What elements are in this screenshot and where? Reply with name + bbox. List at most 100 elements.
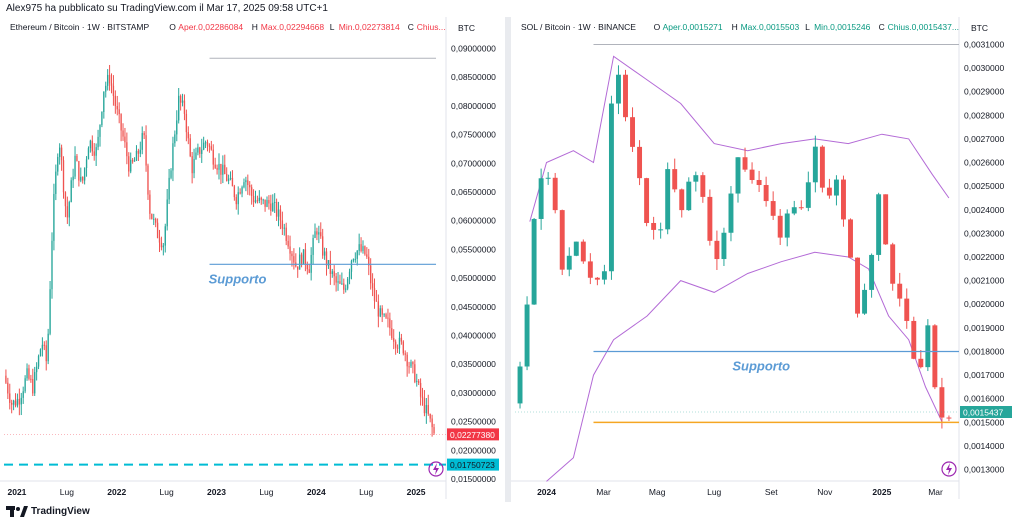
candle-body	[580, 241, 586, 262]
candle-body	[897, 283, 903, 299]
candle-body	[323, 251, 326, 256]
candle-body	[841, 179, 846, 220]
candle-body	[237, 192, 239, 205]
candle-body	[419, 382, 422, 397]
candle-body	[258, 197, 261, 201]
candle-body	[235, 197, 237, 205]
candle-body	[222, 164, 224, 175]
candle-body	[869, 254, 875, 290]
candle-body	[256, 200, 259, 202]
support-label: Supporto	[209, 271, 267, 286]
lightning-icon[interactable]	[941, 461, 957, 477]
y-tick-label: 0,0022000	[964, 252, 1004, 262]
legend-low-label: L	[805, 22, 810, 32]
legend-close-label: C	[879, 22, 885, 32]
candle-body	[208, 145, 211, 147]
chart-title: SOL / Bitcoin · 1W · BINANCE	[521, 22, 636, 32]
lightning-glyph	[946, 463, 952, 475]
candle-body	[66, 206, 69, 218]
candle-body	[34, 372, 36, 394]
candle-body	[559, 210, 565, 270]
candle-body	[126, 142, 128, 157]
y-tick-label: 0,04000000	[451, 330, 496, 340]
candle-body	[93, 151, 95, 156]
candle-body	[370, 265, 372, 284]
lightning-icon[interactable]	[428, 461, 444, 477]
candle-body	[231, 177, 234, 187]
y-tick-label: 0,02000000	[451, 445, 496, 455]
legend-low-value: Min.0,02273814	[339, 22, 400, 32]
candle-body	[64, 192, 67, 207]
x-tick-label: Lug	[259, 487, 273, 497]
candle-body	[124, 136, 126, 143]
candle-body	[325, 251, 328, 266]
candle-body	[274, 201, 276, 203]
candle-body	[172, 143, 174, 171]
x-tick-label: 2024	[307, 487, 326, 497]
currency-label: BTC	[971, 23, 988, 33]
legend-high-value: Max.0,0015503	[741, 22, 800, 32]
candle-body	[170, 170, 172, 178]
candle-body	[721, 232, 727, 260]
sol-btc-chart[interactable]: SOL / Bitcoin · 1W · BINANCE O Aper.0,0015…	[511, 17, 1024, 502]
support-label: Supporto	[732, 358, 790, 373]
lightning-glyph	[433, 463, 439, 475]
candle-body	[114, 95, 117, 107]
candle-body	[630, 117, 635, 147]
candle-body	[187, 132, 189, 139]
y-tick-label: 0,0020000	[964, 299, 1004, 309]
candle-body	[250, 187, 253, 197]
candle-body	[410, 362, 412, 367]
legend-close-value: Chius.0,0015437...	[888, 22, 959, 32]
candle-body	[333, 271, 335, 277]
legend-low-label: L	[330, 22, 335, 32]
y-tick-label: 0,07000000	[451, 158, 496, 168]
candle-body	[91, 140, 93, 152]
x-tick-label: Lug	[359, 487, 373, 497]
candle-body	[672, 169, 678, 190]
candle-body	[204, 142, 207, 144]
candle-body	[784, 213, 790, 238]
candle-body	[266, 199, 268, 207]
candle-body	[76, 155, 78, 162]
candle-body	[87, 148, 90, 160]
eth-btc-chart[interactable]: Ethereum / Bitcoin · 1W · BITSTAMP O Aper.…	[0, 17, 505, 502]
candle-body	[39, 349, 42, 357]
y-tick-label: 0,0024000	[964, 205, 1004, 215]
candle-body	[735, 157, 741, 194]
panel-divider[interactable]	[505, 17, 511, 502]
candle-body	[147, 165, 149, 195]
candle-body	[890, 244, 896, 284]
candle-body	[517, 366, 523, 404]
candle-body	[254, 200, 257, 203]
candle-body	[552, 177, 558, 211]
candle-body	[302, 249, 305, 265]
candle-body	[421, 396, 424, 399]
x-tick-label: Lug	[160, 487, 174, 497]
candle-body	[375, 300, 378, 302]
candle-body	[728, 193, 734, 233]
candle-body	[812, 146, 818, 183]
candle-body	[756, 180, 762, 186]
chart-title: Ethereum / Bitcoin · 1W · BITSTAMP	[10, 22, 150, 32]
candle-body	[131, 159, 134, 162]
candle-body	[932, 325, 938, 388]
x-tick-label: Lug	[707, 487, 721, 497]
candle-body	[49, 289, 51, 334]
x-tick-label: Nov	[817, 487, 833, 497]
x-tick-label: 2023	[207, 487, 226, 497]
candle-body	[300, 254, 303, 265]
candle-body	[43, 344, 45, 346]
candle-body	[133, 160, 136, 162]
candle-body	[11, 402, 13, 405]
candle-body	[341, 283, 343, 285]
y-tick-label: 0,0018000	[964, 346, 1004, 356]
candle-body	[116, 106, 118, 110]
candle-body	[377, 301, 380, 317]
candle-body	[608, 103, 614, 272]
candle-body	[679, 189, 685, 211]
candle-body	[714, 240, 720, 260]
candle-body	[135, 150, 138, 161]
legend-low-value: Min.0,0015246	[814, 22, 871, 32]
candle-body	[862, 289, 868, 314]
